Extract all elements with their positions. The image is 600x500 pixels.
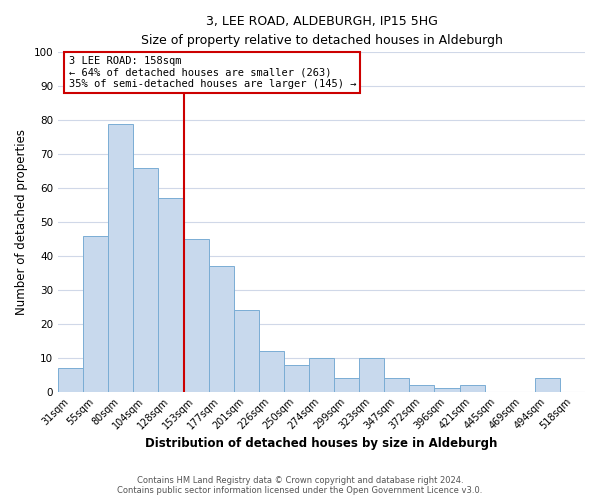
Bar: [209, 266, 233, 392]
X-axis label: Distribution of detached houses by size in Aldeburgh: Distribution of detached houses by size …: [145, 437, 498, 450]
Bar: [184, 239, 209, 392]
Bar: [384, 378, 409, 392]
Bar: [334, 378, 359, 392]
Title: 3, LEE ROAD, ALDEBURGH, IP15 5HG
Size of property relative to detached houses in: 3, LEE ROAD, ALDEBURGH, IP15 5HG Size of…: [140, 15, 502, 47]
Text: 3 LEE ROAD: 158sqm
← 64% of detached houses are smaller (263)
35% of semi-detach: 3 LEE ROAD: 158sqm ← 64% of detached hou…: [68, 56, 356, 89]
Bar: [460, 385, 485, 392]
Text: Contains HM Land Registry data © Crown copyright and database right 2024.
Contai: Contains HM Land Registry data © Crown c…: [118, 476, 482, 495]
Bar: [158, 198, 184, 392]
Bar: [434, 388, 460, 392]
Bar: [535, 378, 560, 392]
Bar: [58, 368, 83, 392]
Bar: [359, 358, 384, 392]
Bar: [133, 168, 158, 392]
Bar: [309, 358, 334, 392]
Bar: [259, 351, 284, 392]
Y-axis label: Number of detached properties: Number of detached properties: [15, 129, 28, 315]
Bar: [233, 310, 259, 392]
Bar: [108, 124, 133, 392]
Bar: [83, 236, 108, 392]
Bar: [284, 364, 309, 392]
Bar: [409, 385, 434, 392]
